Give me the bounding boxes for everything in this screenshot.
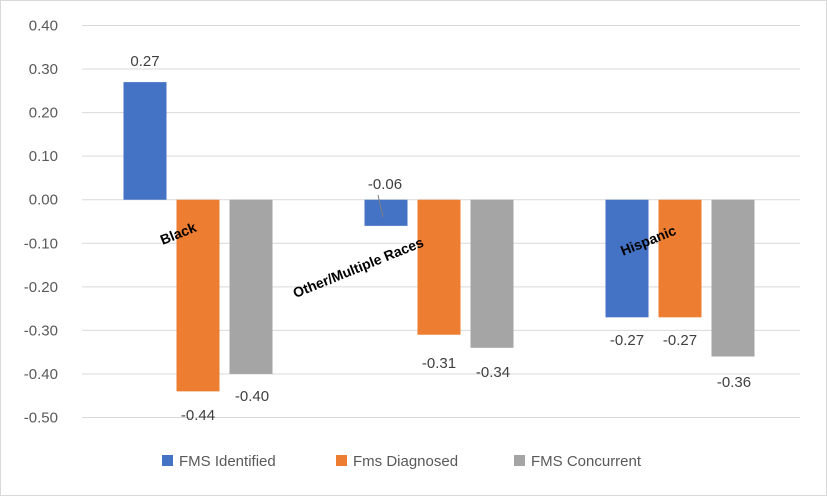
- legend-label-1: Fms Diagnosed: [353, 453, 458, 470]
- legend-label-0: FMS Identified: [179, 453, 276, 470]
- legend-swatch-1: [336, 455, 347, 466]
- data-label-2-1: -0.34: [476, 364, 510, 381]
- y-tick-label-5: -0.10: [24, 235, 58, 252]
- bars: [123, 82, 755, 392]
- data-label-1-1: -0.31: [422, 355, 456, 372]
- category-label-1: Other/Multiple Races: [291, 234, 426, 301]
- data-label-leader-line: [377, 194, 384, 218]
- y-tick-label-0: 0.40: [29, 18, 58, 35]
- data-label-1-0: -0.44: [181, 407, 215, 424]
- y-tick-label-9: -0.50: [24, 410, 58, 427]
- bar-0-2: [605, 199, 649, 318]
- data-label-2-2: -0.36: [717, 374, 751, 391]
- y-tick-label-1: 0.30: [29, 61, 58, 78]
- bar-2-1: [470, 199, 514, 348]
- bar-1-2: [658, 199, 702, 318]
- y-tick-label-3: 0.10: [29, 148, 58, 165]
- legend-label-2: FMS Concurrent: [531, 453, 642, 470]
- bar-0-1: [364, 199, 408, 226]
- bar-1-0: [176, 199, 220, 392]
- legend-swatch-0: [162, 455, 173, 466]
- data-label-0-2: -0.27: [610, 332, 644, 349]
- bar-2-2: [711, 199, 755, 357]
- y-tick-label-8: -0.40: [24, 366, 58, 383]
- legend-swatch-2: [514, 455, 525, 466]
- data-label-0-0: 0.27: [130, 53, 159, 70]
- y-axis-tick-labels: 0.40 0.30 0.20 0.10 0.00 -0.10 -0.20 -0.30 -0.40…: [24, 18, 58, 427]
- bar-2-0: [229, 199, 273, 374]
- y-tick-label-2: 0.20: [29, 105, 58, 122]
- bar-1-1: [417, 199, 461, 335]
- y-tick-label-6: -0.20: [24, 279, 58, 296]
- y-tick-label-4: 0.00: [29, 192, 58, 209]
- data-label-1-2: -0.27: [663, 332, 697, 349]
- data-labels: 0.27 -0.06 -0.27 -0.44 -0.31 -0.27 -0.40 -0.34 -…: [130, 53, 751, 424]
- y-tick-label-7: -0.30: [24, 322, 58, 339]
- bar-0-0: [123, 82, 167, 200]
- data-label-2-0: -0.40: [235, 388, 269, 405]
- legend: FMS Identified Fms Diagnosed FMS Concurren…: [162, 453, 642, 470]
- data-label-0-1: -0.06: [368, 176, 402, 193]
